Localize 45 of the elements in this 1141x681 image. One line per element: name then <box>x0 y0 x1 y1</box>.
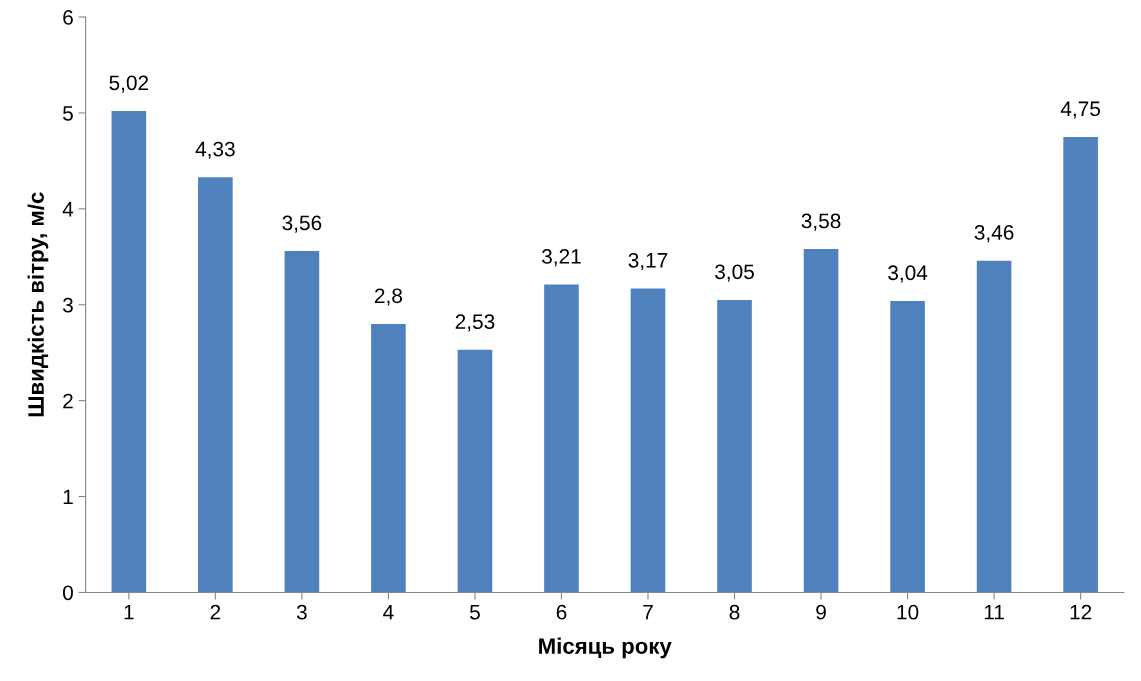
x-tick-label: 1 <box>124 605 134 620</box>
data-label: 4,33 <box>195 141 235 159</box>
x-tick-label: 5 <box>469 605 480 620</box>
y-tick-label: 3 <box>62 297 73 313</box>
y-tick-label: 0 <box>63 585 73 601</box>
bar <box>198 177 233 593</box>
data-label: 3,58 <box>801 213 841 231</box>
bar <box>803 249 839 593</box>
y-tick-label: 4 <box>62 202 74 217</box>
x-tick-label: 11 <box>984 605 1004 620</box>
y-tick-label: 2 <box>63 393 73 409</box>
data-label: 3,17 <box>628 252 668 271</box>
y-axis-title: Швидкість вітру, м/с <box>27 192 49 417</box>
x-tick-label: 10 <box>897 604 919 620</box>
bar <box>371 323 406 593</box>
x-tick-label: 3 <box>296 604 307 620</box>
bar <box>544 284 579 593</box>
data-label: 3,05 <box>715 264 754 282</box>
x-axis-title: Місяць року <box>539 637 672 659</box>
x-tick-label: 7 <box>643 605 653 620</box>
bar <box>1063 136 1098 593</box>
x-tick-label: 12 <box>1070 604 1092 620</box>
x-tick-label: 4 <box>383 605 394 620</box>
bar <box>717 299 752 593</box>
data-label: 3,46 <box>974 225 1014 243</box>
y-tick-label: 5 <box>63 106 73 121</box>
y-tick-label: 1 <box>63 489 73 505</box>
data-label: 2,53 <box>455 314 495 332</box>
data-label: 3,56 <box>282 215 322 233</box>
bar <box>284 251 320 593</box>
bar <box>890 300 925 593</box>
y-tick-label: 6 <box>63 10 73 25</box>
x-tick-label: 2 <box>210 604 221 620</box>
bar <box>111 111 147 593</box>
x-tick-label: 8 <box>729 604 740 620</box>
data-label: 3,04 <box>888 265 928 283</box>
bar <box>457 349 493 593</box>
data-label: 3,21 <box>541 249 581 267</box>
bar <box>630 288 666 593</box>
x-tick-label: 6 <box>556 604 567 620</box>
data-label: 4,75 <box>1060 101 1101 119</box>
x-tick-label: 9 <box>816 604 826 620</box>
bar <box>976 260 1012 593</box>
data-label: 2,8 <box>374 288 402 306</box>
data-label: 5,02 <box>109 75 149 93</box>
